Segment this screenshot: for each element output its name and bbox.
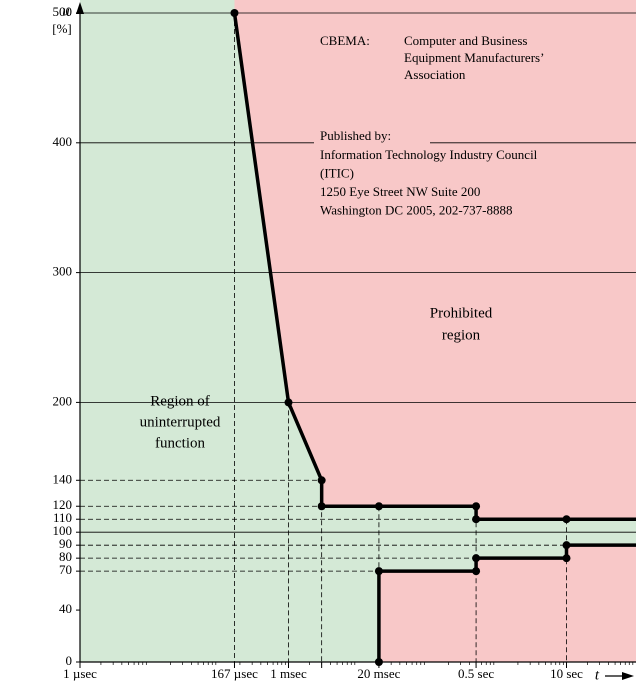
- x-axis-label: t: [595, 667, 600, 683]
- annotation: Washington DC 2005, 202-737-8888: [320, 202, 513, 217]
- x-tick-label: 20 msec: [357, 666, 400, 681]
- x-tick-label: 1 µsec: [63, 666, 97, 681]
- regions: [80, 0, 636, 662]
- region-label: region: [442, 327, 481, 343]
- region-label: Region of: [150, 393, 210, 409]
- curve-point: [472, 554, 481, 563]
- annotation: Published by:: [320, 128, 391, 143]
- annotations: CBEMA: Computer and Business Equipment Man…: [140, 33, 545, 451]
- x-tick-label: 3 msec: [303, 681, 340, 684]
- curves: [230, 9, 636, 666]
- curve-point: [230, 9, 239, 17]
- y-tick-label: 0: [66, 653, 73, 668]
- annotation: CBEMA:: [320, 33, 370, 48]
- curve-point: [562, 541, 571, 550]
- annotation: Equipment Manufacturers’: [404, 50, 544, 65]
- curve-point: [472, 502, 481, 511]
- y-tick-label: 100: [53, 523, 73, 538]
- region-label: Prohibited: [430, 305, 493, 321]
- y-tick-label: 400: [53, 134, 73, 149]
- label-background: [314, 128, 430, 146]
- y-tick-label: 40: [59, 601, 72, 616]
- grid: [80, 12, 636, 663]
- y-axis-label: u: [62, 3, 70, 19]
- annotation: Computer and Business: [404, 33, 528, 48]
- annotation: (ITIC): [320, 165, 354, 180]
- y-tick-label: 80: [59, 549, 72, 564]
- x-axis-arrow: [622, 672, 634, 680]
- y-axis-unit: [%]: [52, 21, 72, 36]
- x-tick-label: 1 msec: [270, 666, 307, 681]
- region-label: function: [155, 435, 205, 451]
- annotation: Association: [404, 67, 466, 82]
- y-tick-label: 110: [53, 510, 72, 525]
- x-tick-label: 10 sec: [550, 666, 583, 681]
- x-tick-label: 167 µsec: [211, 666, 258, 681]
- curve-point: [374, 567, 383, 576]
- curve-point: [374, 502, 383, 511]
- y-tick-label: 200: [53, 393, 73, 408]
- y-tick-label: 70: [59, 562, 72, 577]
- y-tick-label: 300: [53, 264, 73, 279]
- curve-point: [562, 515, 571, 524]
- curve-point: [472, 515, 481, 524]
- region-label: uninterrupted: [140, 414, 221, 430]
- curve-point: [284, 398, 293, 407]
- prohibited-region: [378, 545, 636, 662]
- annotation: 1250 Eye Street NW Suite 200: [320, 184, 480, 199]
- x-tick-label: 0.5 sec: [458, 666, 494, 681]
- annotation: Information Technology Industry Council: [320, 147, 538, 162]
- curve-point: [562, 554, 571, 563]
- y-tick-label: 140: [53, 471, 73, 486]
- curve-point: [472, 567, 481, 576]
- y-axis-arrow: [76, 2, 84, 14]
- curve-point: [317, 476, 326, 485]
- y-tick-label: 90: [59, 536, 72, 551]
- y-tick-label: 120: [53, 497, 73, 512]
- curve-point: [317, 502, 326, 511]
- y-tick-label: 500: [53, 4, 73, 19]
